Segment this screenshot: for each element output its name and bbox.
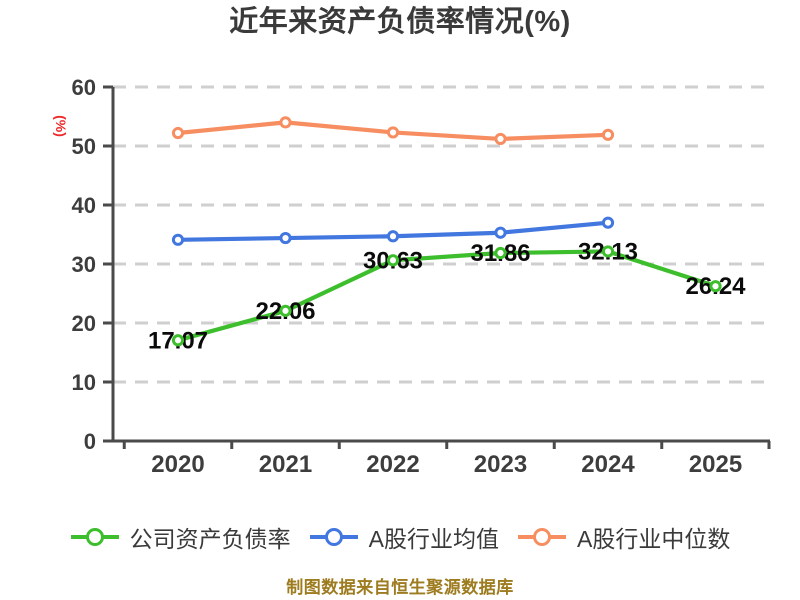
svg-text:2022: 2022	[366, 451, 419, 478]
legend-marker-industry-average	[309, 528, 358, 546]
svg-text:2020: 2020	[151, 451, 204, 478]
legend-label-industry-median: A股行业中位数	[577, 526, 731, 552]
svg-text:60: 60	[72, 75, 96, 100]
legend-marker-industry-median	[518, 528, 566, 546]
svg-text:2025: 2025	[689, 451, 742, 478]
chart-title: 近年来资产负债率情况(%)	[229, 6, 571, 38]
svg-text:2021: 2021	[259, 451, 312, 478]
legend-label-company-ratio: 公司资产负债率	[129, 526, 291, 552]
legend-item-industry-average[interactable]: A股行业均值	[309, 520, 499, 554]
svg-text:10: 10	[72, 370, 96, 395]
svg-text:30: 30	[72, 252, 96, 277]
legend-marker-company-ratio	[70, 528, 119, 546]
svg-text:50: 50	[72, 134, 96, 159]
legend-label-industry-average: A股行业均值	[368, 526, 499, 552]
legend-item-industry-median[interactable]: A股行业中位数	[517, 520, 730, 554]
data-source-note: 制图数据来自恒生聚源数据库	[286, 578, 514, 597]
svg-text:2024: 2024	[581, 451, 635, 478]
svg-text:20: 20	[72, 311, 96, 336]
legend-item-company-ratio[interactable]: 公司资产负债率	[70, 520, 291, 554]
svg-text:2023: 2023	[474, 451, 527, 478]
legend: 公司资产负债率 A股行业均值 A股行业中位数	[0, 519, 800, 555]
svg-text:40: 40	[72, 193, 96, 218]
svg-text:0: 0	[84, 429, 96, 454]
